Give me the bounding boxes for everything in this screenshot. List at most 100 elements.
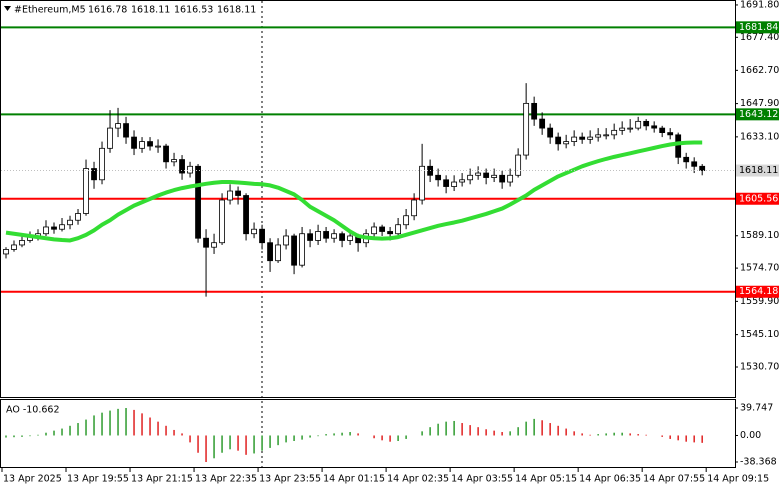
candle-body — [91, 168, 97, 181]
candle-body — [331, 233, 337, 239]
candle-body — [691, 161, 698, 167]
candle-body — [491, 174, 498, 178]
x-tick-label: 14 Apr 06:35 — [579, 474, 641, 485]
candle-body — [323, 231, 329, 239]
x-tick-label: 13 Apr 19:55 — [67, 474, 129, 485]
quote-value: 1616.53 — [174, 5, 213, 16]
y-tick-label: 1633.10 — [740, 131, 779, 142]
candle-body — [547, 127, 554, 138]
candle-body — [299, 233, 305, 266]
y-tick-label: 1530.70 — [740, 361, 779, 372]
candle-body — [243, 195, 249, 235]
candle-body — [595, 134, 602, 138]
candle-body — [483, 172, 490, 178]
candle-body — [83, 168, 89, 214]
candle-body — [211, 242, 217, 248]
y-tick-label: 1647.90 — [740, 98, 779, 109]
candle-body — [163, 145, 169, 163]
ao-y-tick-label: 0.00 — [740, 430, 761, 441]
x-tick-label: 14 Apr 02:35 — [387, 474, 449, 485]
candle-body — [227, 190, 233, 201]
candle-body — [587, 136, 594, 140]
y-tick-label: 1677.40 — [740, 32, 779, 43]
ao-y-tick-label: 39.747 — [740, 403, 773, 414]
candle-body — [443, 179, 450, 187]
candle-body — [627, 127, 634, 130]
candle-body — [275, 244, 281, 262]
candle-body — [403, 215, 410, 226]
candle-body — [75, 213, 81, 221]
x-tick-label: 13 Apr 22:35 — [195, 474, 257, 485]
candle-body — [643, 120, 650, 127]
candle-body — [3, 249, 9, 255]
candle-body — [139, 141, 145, 149]
level-label: 1681.84 — [739, 22, 778, 33]
candle-body — [259, 228, 265, 244]
candle-body — [347, 235, 353, 241]
candle-body — [115, 123, 121, 129]
y-tick-label: 1574.70 — [740, 263, 779, 274]
candle-body — [499, 174, 506, 183]
y-tick-label: 1545.10 — [740, 329, 779, 340]
candle-body — [59, 224, 65, 230]
candle-body — [19, 240, 25, 246]
menu-arrow[interactable] — [4, 6, 11, 11]
candle-body — [619, 127, 626, 131]
y-tick-label: 1691.80 — [740, 0, 779, 10]
candle-body — [411, 199, 418, 217]
x-tick-label: 14 Apr 05:15 — [515, 474, 577, 485]
candle-body — [419, 165, 426, 201]
candle-body — [267, 242, 273, 262]
price-label-box — [736, 164, 779, 177]
candle-body — [611, 129, 618, 136]
level-label-box — [736, 108, 779, 121]
ao-pane — [0, 399, 736, 468]
candle-body — [283, 235, 289, 246]
candle-body — [155, 145, 161, 148]
candle-body — [307, 233, 313, 241]
x-tick-label: 13 Apr 2025 — [3, 474, 62, 485]
level-label: 1605.56 — [739, 193, 778, 204]
candle-body — [699, 165, 706, 171]
level-label: 1643.12 — [739, 109, 778, 120]
candle-body — [251, 228, 257, 235]
candle-body — [539, 118, 546, 129]
candle-body — [571, 136, 578, 142]
candle-body — [387, 231, 394, 235]
candle-body — [659, 127, 666, 133]
candle-body — [523, 102, 530, 156]
x-tick-label: 14 Apr 07:55 — [643, 474, 705, 485]
quote-value: 1618.11 — [131, 5, 170, 16]
candle-body — [435, 174, 442, 181]
candle-body — [123, 123, 129, 138]
candle-body — [51, 226, 57, 230]
x-tick-label: 13 Apr 23:55 — [259, 474, 321, 485]
candle-body — [187, 165, 193, 174]
x-tick-label: 14 Apr 09:15 — [707, 474, 769, 485]
candle-body — [683, 156, 690, 163]
x-tick-label: 13 Apr 21:15 — [131, 474, 193, 485]
candle-body — [171, 159, 177, 163]
candle-body — [395, 224, 402, 235]
candle-body — [219, 199, 225, 244]
quote-value: 1618.11 — [217, 5, 256, 16]
candle-body — [67, 219, 73, 226]
y-tick-label: 1662.70 — [740, 65, 779, 76]
candle-body — [339, 233, 345, 241]
ao-y-tick-label: -38.368 — [740, 456, 777, 467]
quote-value: 1616.78 — [88, 5, 127, 16]
candle-body — [315, 231, 321, 241]
candle-body — [467, 174, 474, 181]
candle-body — [555, 136, 562, 145]
candle-body — [603, 134, 610, 137]
candle-body — [507, 174, 514, 183]
candle-body — [651, 125, 658, 129]
candle-body — [635, 120, 642, 129]
level-label: 1564.18 — [739, 286, 778, 297]
level-label-box — [736, 192, 779, 205]
level-label-box — [736, 285, 779, 298]
x-tick-label: 14 Apr 03:55 — [451, 474, 513, 485]
y-tick-label: 1589.10 — [740, 230, 779, 241]
candle-body — [195, 165, 201, 239]
